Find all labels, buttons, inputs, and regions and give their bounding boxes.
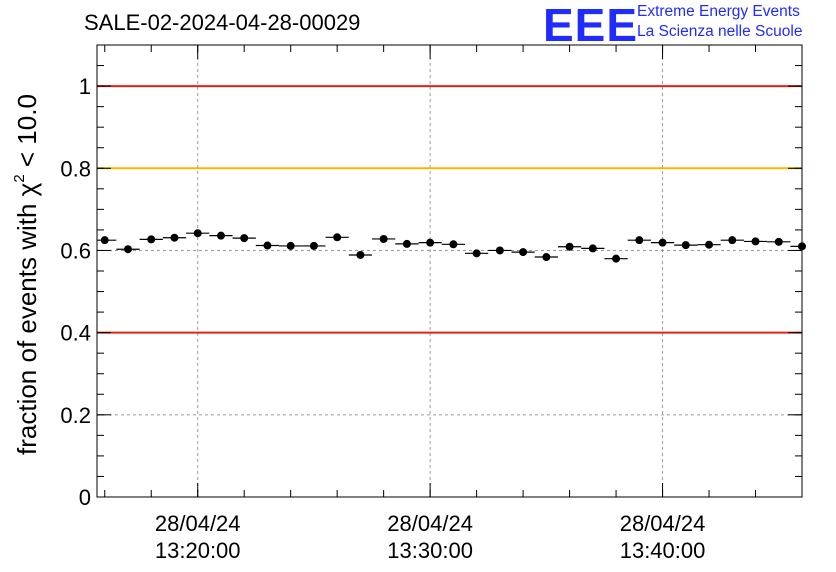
data-point (100, 236, 109, 245)
data-point (216, 231, 225, 240)
data-point (774, 237, 783, 246)
y-tick-label: 0.4 (60, 321, 91, 346)
y-axis-label-tail: < 10.0 (12, 94, 42, 174)
axis-ticks: 00.20.40.60.8128/04/2413:20:0028/04/2413… (60, 44, 803, 563)
y-axis-label: fraction of events with χ2 < 10.0 (11, 94, 42, 455)
data-point (193, 229, 202, 238)
data-points (97, 229, 806, 263)
data-point (681, 241, 690, 250)
data-point (426, 238, 435, 247)
data-point (705, 240, 714, 249)
data-point (263, 241, 272, 250)
data-point (147, 235, 156, 244)
x-tick-time-label: 13:30:00 (387, 538, 473, 563)
x-tick-date-label: 28/04/24 (620, 511, 706, 536)
y-axis-label-sup: 2 (11, 174, 28, 182)
data-point (612, 254, 621, 263)
reference-lines (97, 85, 802, 334)
plot-frame (96, 44, 803, 498)
data-point (123, 245, 132, 254)
data-point (798, 242, 806, 251)
y-tick-label: 0 (79, 485, 91, 510)
data-point (309, 241, 318, 250)
y-tick-label: 0.2 (60, 403, 91, 428)
data-point (170, 233, 179, 242)
data-point (751, 237, 760, 246)
data-point (565, 242, 574, 251)
data-point (402, 239, 411, 248)
x-tick-date-label: 28/04/24 (155, 511, 241, 536)
data-point (542, 253, 551, 262)
x-tick-date-label: 28/04/24 (387, 511, 473, 536)
data-point (333, 233, 342, 242)
data-point (356, 250, 365, 259)
data-point (728, 236, 737, 245)
y-tick-label: 0.6 (60, 238, 91, 263)
data-point (658, 238, 667, 247)
data-point (286, 241, 295, 250)
y-axis-label-main: fraction of events with χ (12, 182, 42, 455)
x-tick-time-label: 13:20:00 (155, 538, 241, 563)
logo-caption-line2: La Scienza nelle Scuole (637, 23, 803, 40)
eee-logo: EEE (543, 0, 639, 51)
grid-layer (97, 45, 802, 497)
data-point (519, 248, 528, 257)
data-point (495, 246, 504, 255)
data-point (449, 240, 458, 249)
chart-title: SALE-02-2024-04-28-00029 (84, 10, 361, 35)
y-tick-label: 0.8 (60, 156, 91, 181)
x-tick-time-label: 13:40:00 (620, 538, 706, 563)
data-point (379, 234, 388, 243)
data-point (588, 244, 597, 253)
data-point (635, 236, 644, 245)
logo-caption-line1: Extreme Energy Events (637, 3, 800, 20)
data-point (472, 249, 481, 258)
data-point (240, 234, 249, 243)
y-tick-label: 1 (79, 74, 91, 99)
